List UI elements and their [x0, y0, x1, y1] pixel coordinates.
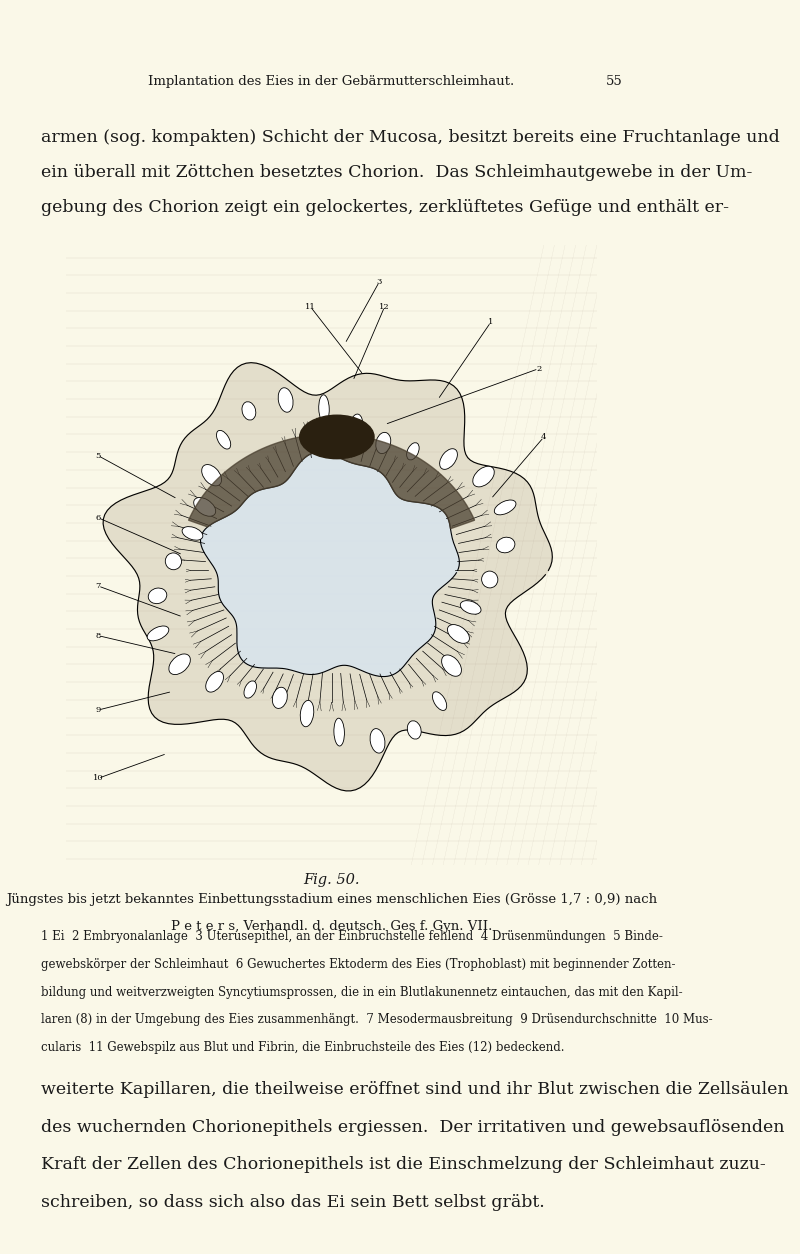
Text: gewebskörper der Schleimhaut  6 Gewuchertes Ektoderm des Eies (Trophoblast) mit : gewebskörper der Schleimhaut 6 Gewuchert…	[41, 958, 675, 971]
Text: Jüngstes bis jetzt bekanntes Einbettungsstadium eines menschlichen Eies (Grösse : Jüngstes bis jetzt bekanntes Einbettungs…	[6, 893, 657, 905]
Text: schreiben, so dass sich also das Ei sein Bett selbst gräbt.: schreiben, so dass sich also das Ei sein…	[41, 1194, 545, 1211]
Text: Kraft der Zellen des Chorionepithels ist die Einschmelzung der Schleimhaut zuzu-: Kraft der Zellen des Chorionepithels ist…	[41, 1156, 766, 1174]
Text: bildung und weitverzweigten Syncytiumsprossen, die in ein Blutlakunennetz eintau: bildung und weitverzweigten Syncytiumspr…	[41, 986, 682, 998]
Text: des wuchernden Chorionepithels ergiessen.  Der irritativen und gewebsauflösenden: des wuchernden Chorionepithels ergiessen…	[41, 1119, 784, 1136]
Text: laren (8) in der Umgebung des Eies zusammenhängt.  7 Mesodermausbreitung  9 Drüs: laren (8) in der Umgebung des Eies zusam…	[41, 1013, 713, 1026]
Text: armen (sog. kompakten) Schicht der Mucosa, besitzt bereits eine Fruchtanlage und: armen (sog. kompakten) Schicht der Mucos…	[41, 129, 779, 147]
Text: Implantation des Eies in der Gebärmutterschleimhaut.: Implantation des Eies in der Gebärmutter…	[149, 75, 514, 88]
Text: weiterte Kapillaren, die theilweise eröffnet sind und ihr Blut zwischen die Zell: weiterte Kapillaren, die theilweise eröf…	[41, 1081, 789, 1099]
Text: 1 Ei  2 Embryonalanlage  3 Uterusepithel, an der Einbruchstelle fehlend  4 Drüse: 1 Ei 2 Embryonalanlage 3 Uterusepithel, …	[41, 930, 662, 943]
Text: gebung des Chorion zeigt ein gelockertes, zerklüftetes Gefüge und enthält er-: gebung des Chorion zeigt ein gelockertes…	[41, 199, 729, 217]
Text: Fig. 50.: Fig. 50.	[303, 873, 360, 887]
Text: P e t e r s, Verhandl. d. deutsch. Ges f. Gyn. VII.: P e t e r s, Verhandl. d. deutsch. Ges f…	[171, 920, 492, 933]
Text: cularis  11 Gewebspilz aus Blut und Fibrin, die Einbruchsteile des Eies (12) bed: cularis 11 Gewebspilz aus Blut und Fibri…	[41, 1041, 564, 1053]
Text: ein überall mit Zöttchen besetztes Chorion.  Das Schleimhautgewebe in der Um-: ein überall mit Zöttchen besetztes Chori…	[41, 164, 752, 182]
Text: 55: 55	[606, 75, 622, 88]
